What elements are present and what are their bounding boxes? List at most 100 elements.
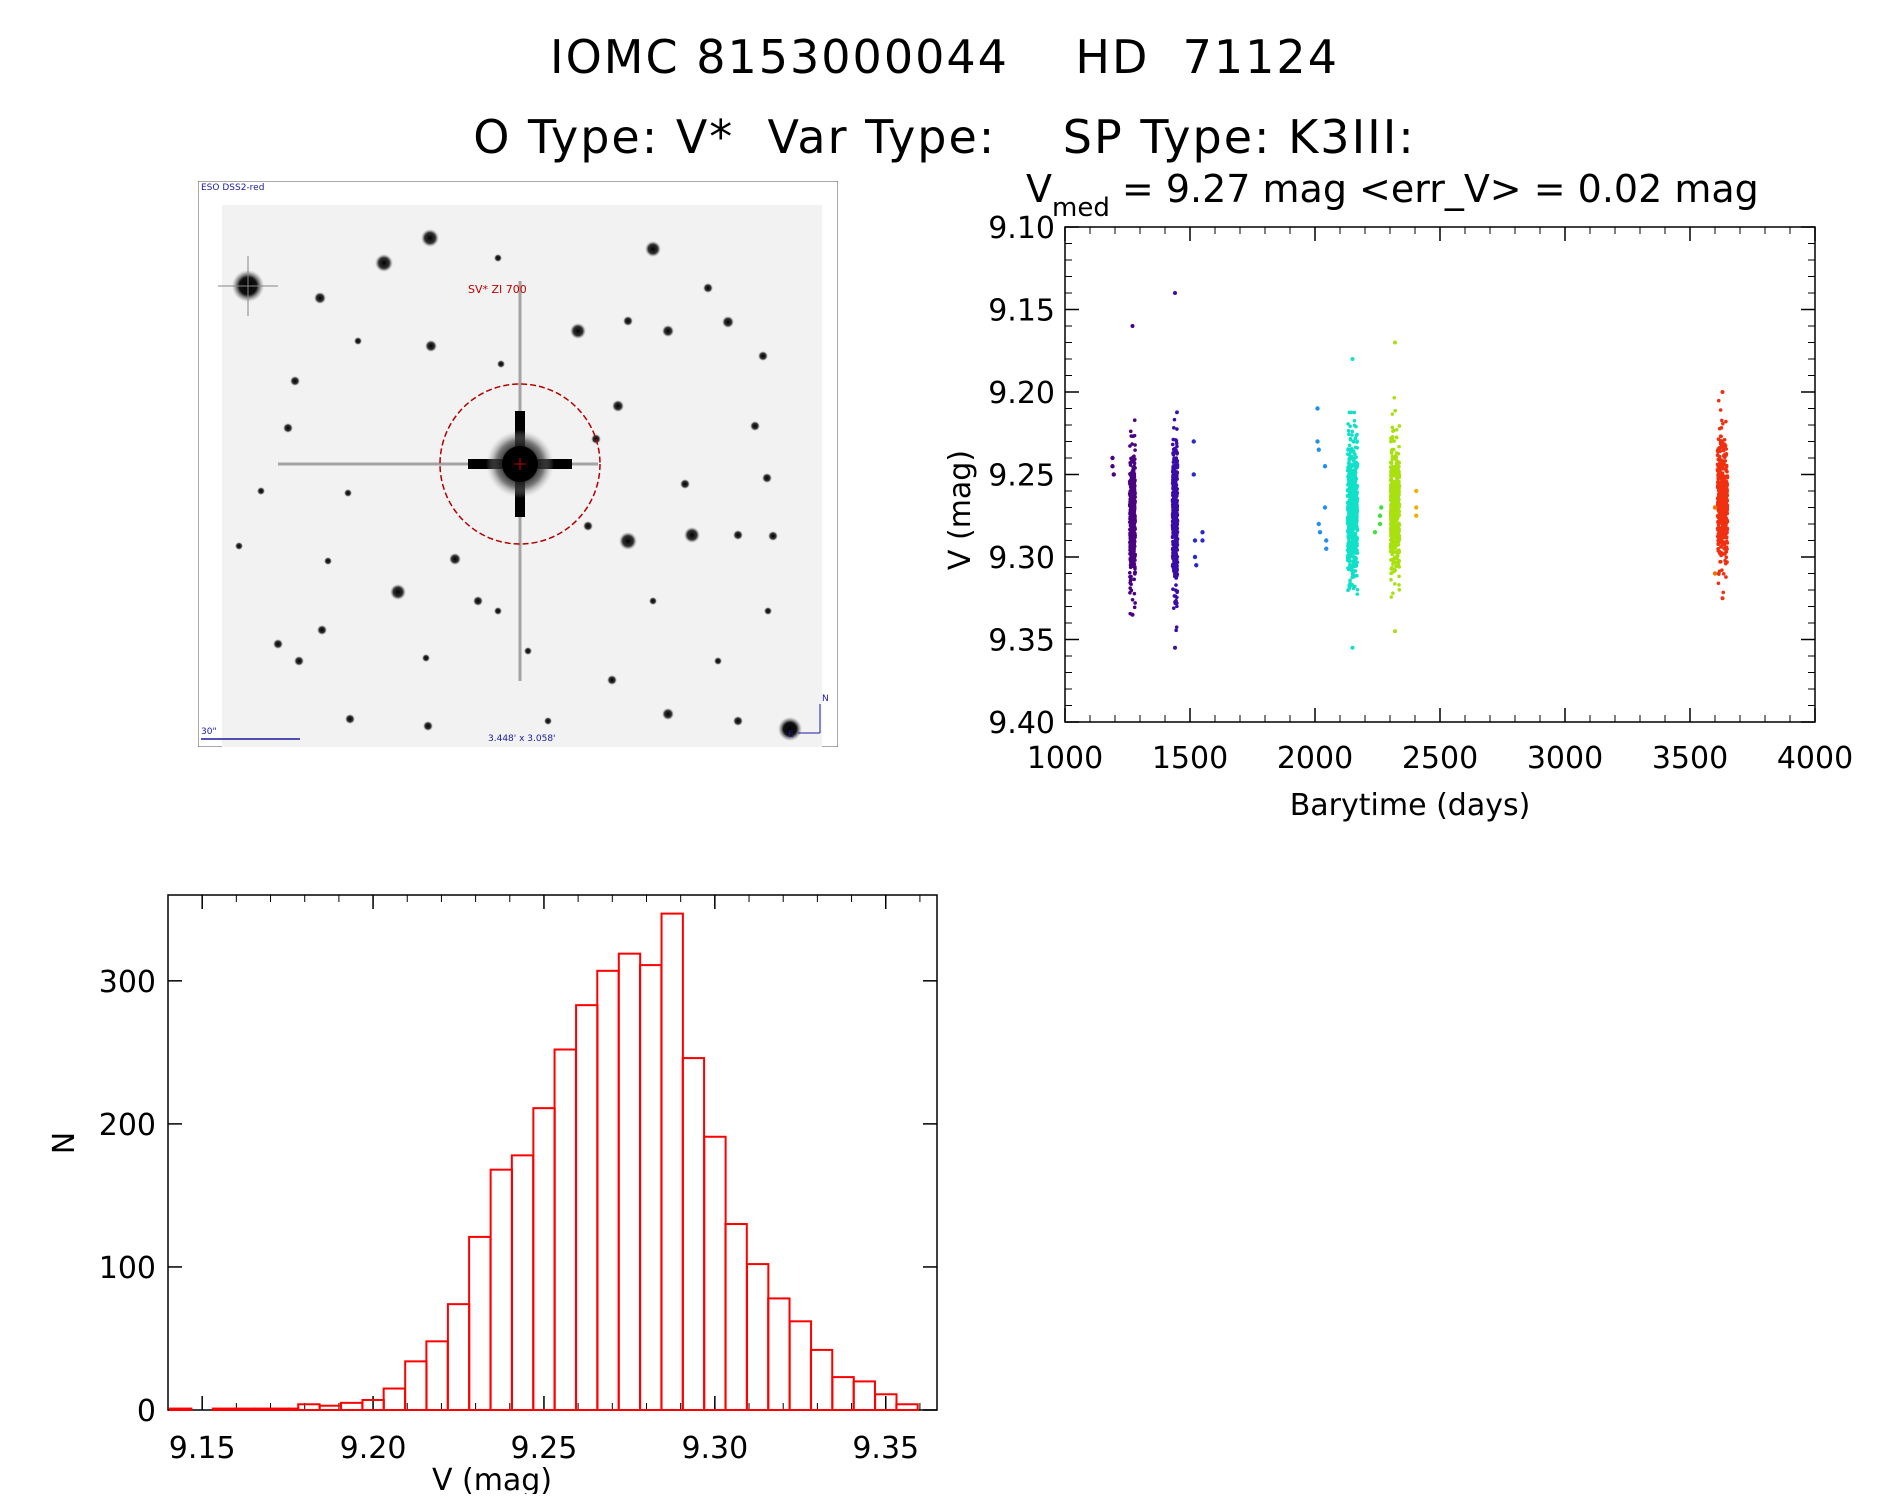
field-star (314, 292, 326, 304)
field-star (733, 716, 743, 726)
data-point (1174, 520, 1179, 525)
data-point (1347, 456, 1352, 461)
data-point (1724, 468, 1729, 473)
data-point (1128, 571, 1132, 575)
data-point (1132, 515, 1137, 520)
data-point (1347, 467, 1352, 472)
data-point (1724, 516, 1728, 520)
data-point (1715, 453, 1720, 458)
histogram-bar (852, 1380, 876, 1412)
data-point (1352, 471, 1357, 476)
data-point (1389, 451, 1394, 455)
data-point (1355, 528, 1360, 532)
data-point (1346, 526, 1351, 530)
data-point (1175, 410, 1179, 414)
data-point (1388, 549, 1393, 554)
data-point (1717, 549, 1722, 554)
observation-cluster (1345, 357, 1360, 650)
histogram-bar (895, 1403, 919, 1411)
finder-stars (218, 229, 802, 741)
data-point (1397, 475, 1402, 480)
field-star (324, 557, 332, 565)
field-star (423, 721, 433, 731)
data-point (1721, 496, 1725, 500)
data-point (1171, 479, 1175, 483)
data-point (1391, 506, 1396, 511)
data-point (1192, 538, 1198, 543)
field-star (544, 717, 552, 725)
data-point (1129, 457, 1133, 461)
data-point (1719, 515, 1723, 519)
x-tick-label: 2000 (1277, 741, 1353, 776)
data-point (1397, 574, 1401, 579)
data-point (1717, 459, 1722, 463)
data-point (1393, 490, 1398, 495)
y-tick-label: 9.20 (988, 376, 1055, 411)
data-point (1355, 432, 1359, 437)
histogram-bar (297, 1403, 321, 1411)
data-point (1132, 605, 1137, 610)
data-point (1347, 473, 1352, 478)
data-point (1174, 598, 1178, 603)
data-point (1394, 427, 1399, 432)
data-point (1174, 551, 1178, 555)
data-point (1347, 410, 1352, 415)
histogram-bar (831, 1376, 855, 1412)
y-tick-label: 9.40 (988, 706, 1055, 741)
data-point (1721, 421, 1725, 426)
data-point (1355, 592, 1360, 596)
data-point (1393, 497, 1398, 501)
data-point (1175, 537, 1179, 542)
data-point (1354, 424, 1358, 429)
data-point (1346, 428, 1351, 433)
field-star (422, 654, 430, 662)
data-point (1397, 464, 1401, 469)
data-point (1716, 571, 1721, 576)
data-point (1355, 484, 1360, 488)
data-point (1720, 480, 1724, 485)
data-point (1723, 485, 1727, 489)
histogram-bar (254, 1407, 278, 1412)
data-point (1171, 606, 1176, 610)
histogram-bar (874, 1393, 898, 1412)
data-point (1391, 591, 1395, 595)
observation-cluster (1388, 340, 1402, 634)
data-point (1200, 530, 1205, 535)
data-point (1347, 464, 1352, 469)
data-point (1130, 612, 1135, 617)
data-point (1354, 556, 1358, 561)
data-point (1133, 558, 1137, 562)
light-curve-chart: Vmed = 9.27 mag <err_V> = 0.02 mag 1000 1… (940, 167, 1889, 830)
data-point (1127, 479, 1132, 484)
data-point (1725, 482, 1730, 487)
data-point (1716, 519, 1721, 524)
data-point (1396, 482, 1401, 486)
data-point (1346, 567, 1351, 572)
histogram-bar (681, 1057, 706, 1411)
data-point (1396, 468, 1401, 473)
data-point (1724, 419, 1728, 424)
data-point (1391, 456, 1395, 461)
survey-label: ESO DSS2-red (201, 183, 264, 193)
data-point (1350, 357, 1355, 361)
data-point (1128, 586, 1132, 590)
data-point (1128, 533, 1132, 538)
compass: N E (788, 694, 829, 740)
data-point (1349, 490, 1353, 494)
field-star (645, 241, 661, 257)
x-tick-label: 9.20 (340, 1431, 407, 1466)
data-point (1396, 550, 1401, 555)
data-point (1174, 531, 1178, 536)
x-tick-label: 9.30 (681, 1431, 748, 1466)
x-tick-label: 9.25 (511, 1431, 578, 1466)
field-star (750, 421, 760, 431)
data-point (1396, 451, 1401, 456)
data-point (1348, 450, 1353, 454)
field-star (662, 325, 674, 337)
data-point (1716, 398, 1721, 403)
data-point (1379, 505, 1384, 510)
data-point (1389, 470, 1393, 474)
data-point (1717, 426, 1722, 431)
data-point (1721, 448, 1726, 453)
data-point (1394, 538, 1399, 542)
